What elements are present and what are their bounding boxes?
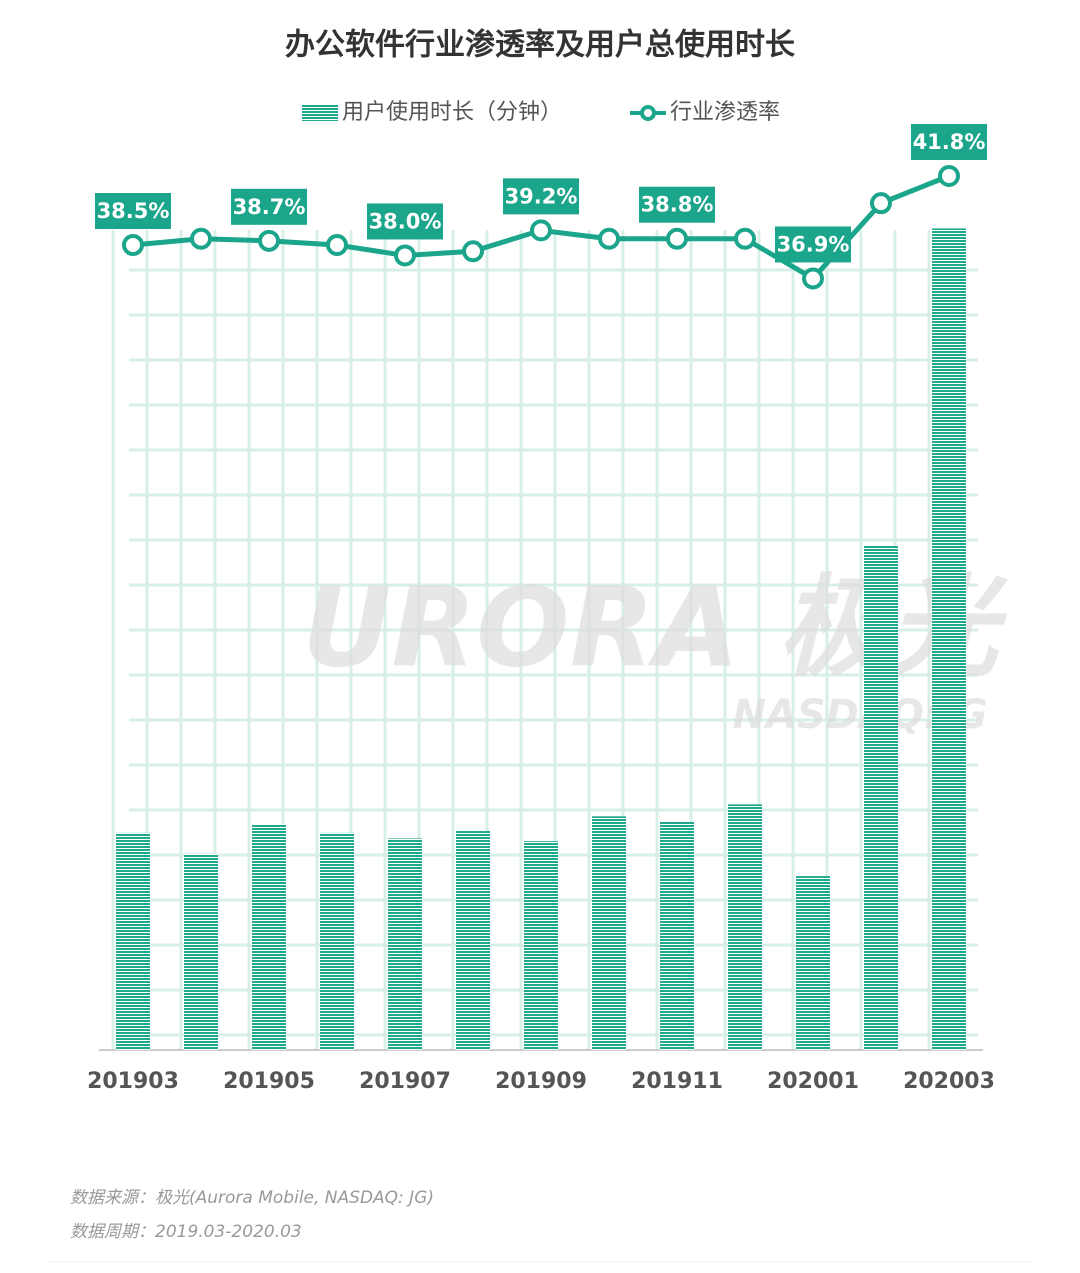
x-tick-label: 201903 <box>87 1069 179 1094</box>
bar <box>252 824 286 1050</box>
line-point <box>666 227 688 250</box>
bar <box>932 228 966 1050</box>
value-label-bg <box>367 203 443 240</box>
line-point <box>870 192 892 215</box>
value-label: 38.7% <box>233 195 306 219</box>
period-note: 数据周期：2019.03-2020.03 <box>70 1222 302 1242</box>
value-label: 36.9% <box>777 232 850 256</box>
bar <box>456 831 490 1050</box>
value-label-bg <box>911 124 987 160</box>
legend-swatch <box>640 105 656 121</box>
bar <box>864 545 898 1050</box>
value-label-bg <box>95 193 171 229</box>
value-label: 38.0% <box>369 209 442 233</box>
line-point <box>530 219 552 242</box>
line-point <box>938 165 960 187</box>
bar <box>116 832 150 1050</box>
x-tick-label: 201905 <box>223 1069 315 1094</box>
x-tick-label: 201911 <box>631 1069 723 1094</box>
x-tick-label: 201907 <box>359 1069 451 1094</box>
value-label: 39.2% <box>505 184 578 208</box>
bar <box>388 838 422 1050</box>
line-point <box>734 227 756 250</box>
line-point <box>394 244 416 267</box>
line-point <box>598 227 620 250</box>
value-label: 38.5% <box>97 199 170 223</box>
chart-title: 办公软件行业渗透率及用户总使用时长 <box>285 28 795 63</box>
value-label-bg <box>775 226 851 263</box>
legend-swatch <box>302 105 338 121</box>
bar <box>184 854 218 1050</box>
x-tick-label: 201909 <box>495 1069 587 1094</box>
bar <box>524 841 558 1050</box>
legend-label: 行业渗透率 <box>670 100 780 125</box>
bar <box>320 832 354 1050</box>
x-tick-label: 202001 <box>767 1069 859 1094</box>
bar <box>796 876 830 1050</box>
source-note: 数据来源：极光(Aurora Mobile, NASDAQ: JG) <box>70 1188 434 1208</box>
line-point <box>258 229 280 252</box>
bar <box>728 804 762 1050</box>
value-label-bg <box>503 178 579 215</box>
line-point <box>190 227 212 250</box>
value-label-bg <box>231 188 307 225</box>
x-tick-label: 202003 <box>903 1069 995 1094</box>
line-point <box>462 240 484 263</box>
legend-label: 用户使用时长（分钟） <box>342 100 562 125</box>
line-point <box>326 234 348 256</box>
watermark: URORA 极光 <box>302 563 1009 691</box>
line-point <box>802 267 824 290</box>
bar <box>592 816 626 1050</box>
value-label: 38.8% <box>641 193 714 217</box>
line-point <box>122 234 144 256</box>
value-label: 41.8% <box>913 130 986 154</box>
value-label-bg <box>639 186 715 223</box>
bar <box>660 821 694 1050</box>
